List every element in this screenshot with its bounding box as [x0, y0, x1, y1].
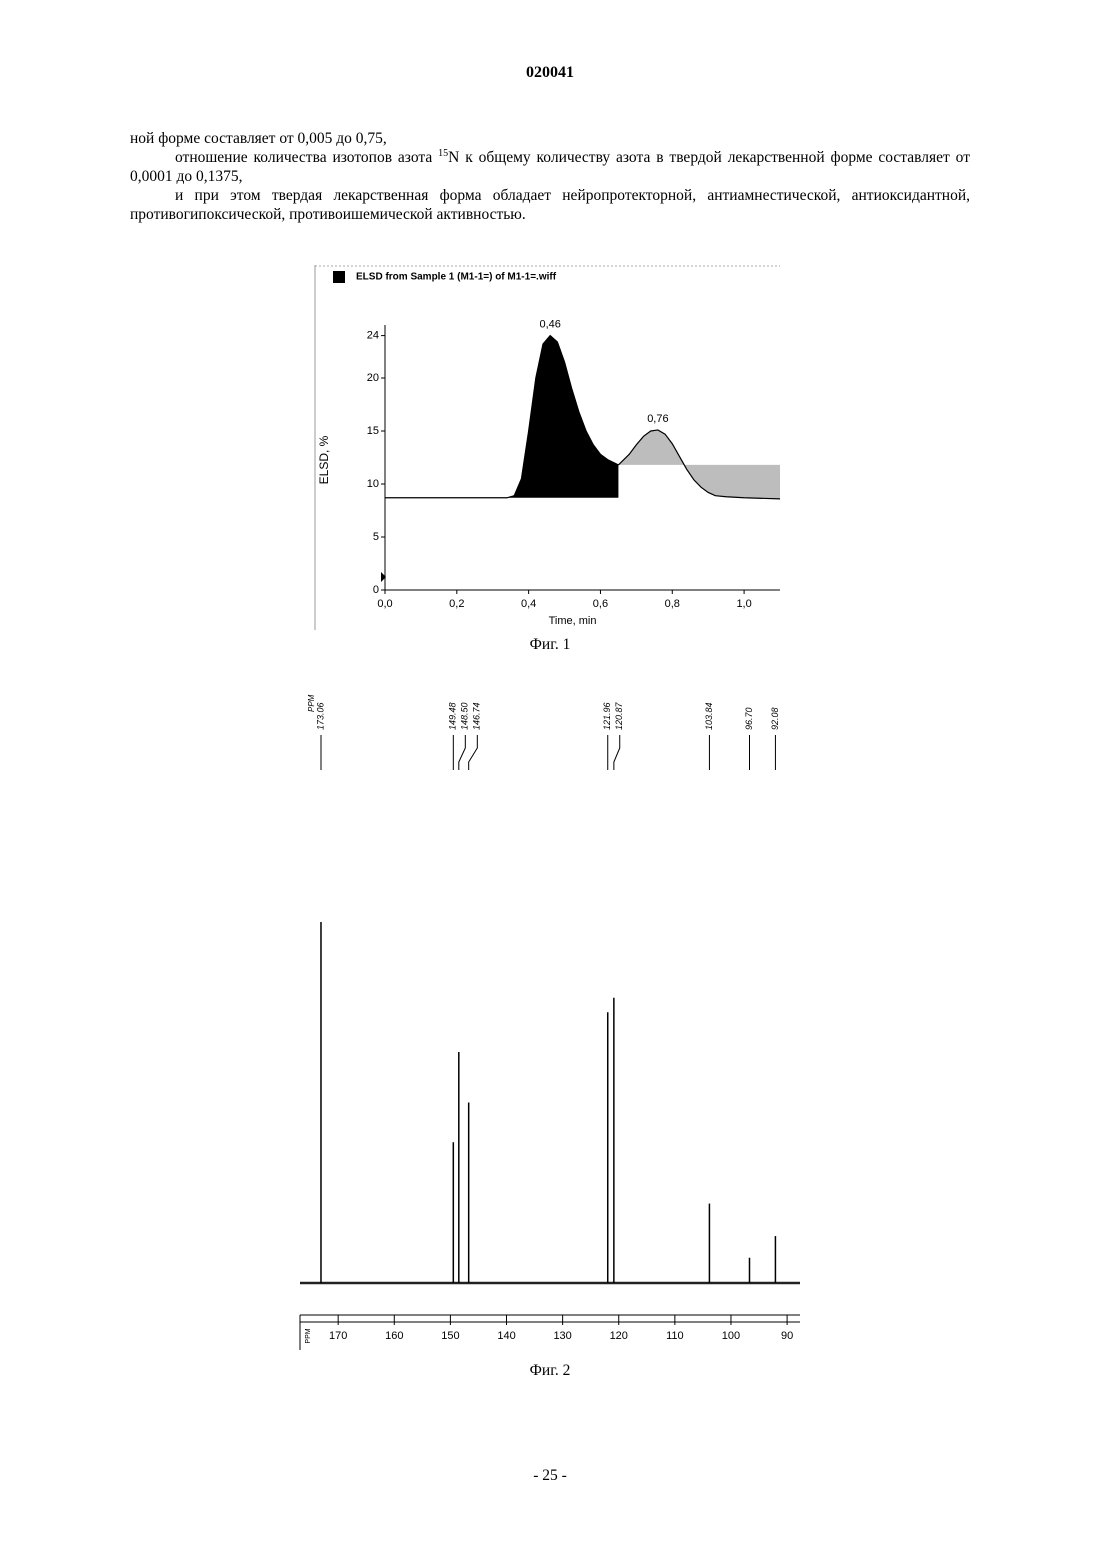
connector — [459, 735, 466, 770]
y-tick-label: 0 — [373, 584, 379, 596]
x-tick-label: 160 — [385, 1330, 403, 1342]
y-tick-label: 24 — [367, 330, 379, 342]
x-tick-label: 0,4 — [521, 598, 536, 610]
x-tick-label: 0,6 — [593, 598, 608, 610]
peak-label: 96.70 — [744, 707, 754, 730]
x-tick-label: 0,0 — [377, 598, 392, 610]
x-axis-label: Time, min — [549, 615, 597, 627]
peak-label: 149.48 — [448, 702, 458, 730]
page-body: {"header": {"number": "020041"}, "paragr… — [0, 0, 1100, 1556]
y-tick-label: 15 — [367, 425, 379, 437]
connector — [614, 735, 620, 770]
x-tick-label: 150 — [441, 1330, 459, 1342]
x-tick-label: 90 — [781, 1330, 793, 1342]
peak-label: 120.87 — [614, 701, 624, 730]
x-tick-label: 110 — [666, 1330, 684, 1342]
y-tick-label: 5 — [373, 531, 379, 543]
x-tick-label: 170 — [329, 1330, 347, 1342]
peak-label-title: PPM — [307, 694, 316, 712]
peak-label: 121.96 — [602, 702, 612, 730]
peak-label: 0,46 — [539, 319, 560, 331]
x-tick-label: 130 — [553, 1330, 571, 1342]
x-tick-label: 1,0 — [736, 598, 751, 610]
x-tick-label: 120 — [610, 1330, 628, 1342]
y-axis-label: ELSD, % — [317, 435, 331, 484]
page: Document page html, body { margin: 0; pa… — [0, 0, 1100, 1556]
area-fill — [385, 336, 618, 498]
connector — [469, 735, 478, 770]
x-tick-label: 0,2 — [449, 598, 464, 610]
x-tick-label: 0,8 — [665, 598, 680, 610]
legend-swatch — [333, 271, 345, 283]
x-axis-label: PPM — [305, 1328, 312, 1343]
y-tick-label: 20 — [367, 372, 379, 384]
area-fill — [618, 430, 780, 499]
peak-label: 103.84 — [704, 702, 714, 730]
peak-label: 148.50 — [460, 702, 470, 730]
figures: 0 5 10 15 20 24 0,0 0,2 0,4 0,6 0,8 1,0 Time, min ELS… — [0, 0, 1100, 1556]
peak-label: 0,76 — [647, 413, 668, 425]
x-tick-label: 140 — [497, 1330, 515, 1342]
peak-label: 173.06 — [315, 702, 325, 730]
y-tick-label: 10 — [367, 478, 379, 490]
x-tick-label: 100 — [722, 1330, 740, 1342]
legend-label: ELSD from Sample 1 (M1-1=) of M1-1=.wiff — [356, 272, 557, 283]
peak-label: 92.08 — [770, 707, 780, 730]
peak-label: 146.74 — [472, 702, 482, 730]
